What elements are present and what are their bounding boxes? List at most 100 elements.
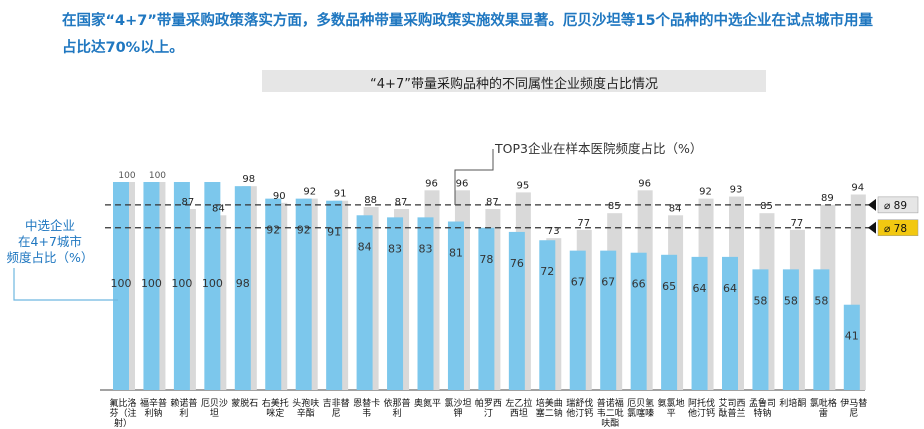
reference-marker [877,219,919,237]
top3-value-label: 84 [212,203,225,214]
share-bar [539,240,556,390]
share-value-label: 72 [540,265,554,278]
reference-arrow-icon [868,198,876,211]
share-value-label: 81 [449,247,463,260]
category-label: 帕罗西汀 [475,397,502,419]
top3-value-label: 87 [182,197,195,208]
reference-marker [877,196,919,214]
reference-marker-label: ⌀ 78 [884,223,907,235]
top3-value-label: 91 [334,189,347,200]
category-label: 赖诺普利 [170,397,197,419]
share-value-label: 98 [236,277,250,290]
category-label: 福辛普利钠 [140,397,167,419]
category-label: 蒙脱石 [231,397,258,409]
top3-value-label: 73 [547,226,560,237]
category-label: 艾司西酞普兰 [718,398,745,419]
share-bar [569,250,586,390]
category-label: 伊马替尼 [840,397,867,419]
share-bar [356,215,373,390]
share-value-label: 76 [510,257,524,270]
top3-value-label: 95 [516,180,529,191]
top3-value-label: 87 [486,197,499,208]
category-label: 氨氯地平 [658,397,685,419]
share-bar [813,269,830,390]
top3-value-label: 77 [791,218,804,229]
top3-value-label: 93 [730,185,743,196]
series-label-top3: TOP3企业在样本医院频度占比（%） [494,141,702,156]
share-value-label: 67 [571,276,585,289]
category-label: 厄贝氢氯噻嗪 [627,397,654,419]
reference-marker-label: ⌀ 89 [884,200,907,212]
top3-value-label: 90 [273,191,286,202]
share-value-label: 100 [111,277,132,290]
top3-value-label: 100 [118,171,135,181]
category-label: 厄贝沙坦 [201,398,228,419]
category-label: 奥氮平 [414,397,441,409]
category-label: 依那普利 [384,397,411,419]
share-bar [478,227,495,390]
share-bar [326,200,343,390]
category-label: 氯沙坦钾 [444,397,471,419]
category-label: 恩替卡韦 [353,397,380,419]
share-value-label: 83 [419,242,433,255]
category-label: 氯吡格雷 [810,397,837,419]
chart-title-box: “4+7”带量采购品种的不同属性企业频度占比情况 [262,70,766,92]
top3-value-label: 85 [760,201,773,212]
chart-title: “4+7”带量采购品种的不同属性企业频度占比情况 [370,77,658,92]
share-bar [661,254,678,390]
share-value-label: 100 [202,277,223,290]
category-label: 普诺福韦二吡呋酯 [597,397,624,429]
top3-value-label: 96 [456,178,469,189]
top3-value-label: 92 [699,187,712,198]
category-label: 吉非替尼 [323,397,350,419]
top3-value-label: 98 [242,174,255,185]
share-bar [752,269,769,390]
share-value-label: 64 [723,282,737,295]
share-value-label: 58 [753,294,767,307]
share-bar [417,217,434,390]
top3-value-label: 77 [577,218,590,229]
share-bar [143,182,160,390]
share-bar [204,182,221,390]
category-label: 培美曲塞二钠 [536,397,563,419]
share-value-label: 65 [662,280,676,293]
share-bar [691,256,708,390]
share-bar [387,217,404,390]
category-label: 左乙拉西坦 [505,397,532,419]
share-value-label: 41 [845,330,859,343]
share-bar [843,304,860,390]
category-label: 右美托咪定 [262,397,289,419]
share-value-label: 84 [358,240,372,253]
share-value-label: 100 [171,277,192,290]
intro-text: 在国家“4+7”带量采购政策落实方面，多数品种带量采购政策实施效果显著。厄贝沙坦… [62,13,874,56]
series-label-share: 中选企业在4+7城市频度占比（%） [7,218,94,265]
share-value-label: 91 [327,226,341,239]
share-bar [234,186,251,390]
top3-value-label: 100 [149,171,166,181]
top3-value-label: 92 [303,187,316,198]
top3-value-label: 89 [821,193,834,204]
top3-value-label: 96 [425,178,438,189]
share-bar [630,252,647,390]
category-label: 头孢呋辛酯 [292,397,319,419]
share-value-label: 64 [693,282,707,295]
share-bar [265,198,282,390]
category-label: 瑞舒伐他汀钙 [566,397,593,419]
category-label: 利培酮 [779,397,806,409]
share-value-label: 100 [141,277,162,290]
share-value-label: 83 [388,242,402,255]
share-value-label: 67 [601,276,615,289]
share-value-label: 92 [266,224,280,237]
share-bar [295,198,312,390]
share-value-label: 66 [632,278,646,291]
series-label-top3-connector [454,149,494,205]
share-value-label: 58 [814,294,828,307]
series-label-share-connector [13,268,118,301]
top3-value-label: 94 [851,182,864,193]
category-label: 阿托伐他汀钙 [688,397,715,419]
share-bar [600,250,617,390]
share-value-label: 92 [297,224,311,237]
share-value-label: 78 [479,253,493,266]
top3-value-label: 88 [364,195,377,206]
